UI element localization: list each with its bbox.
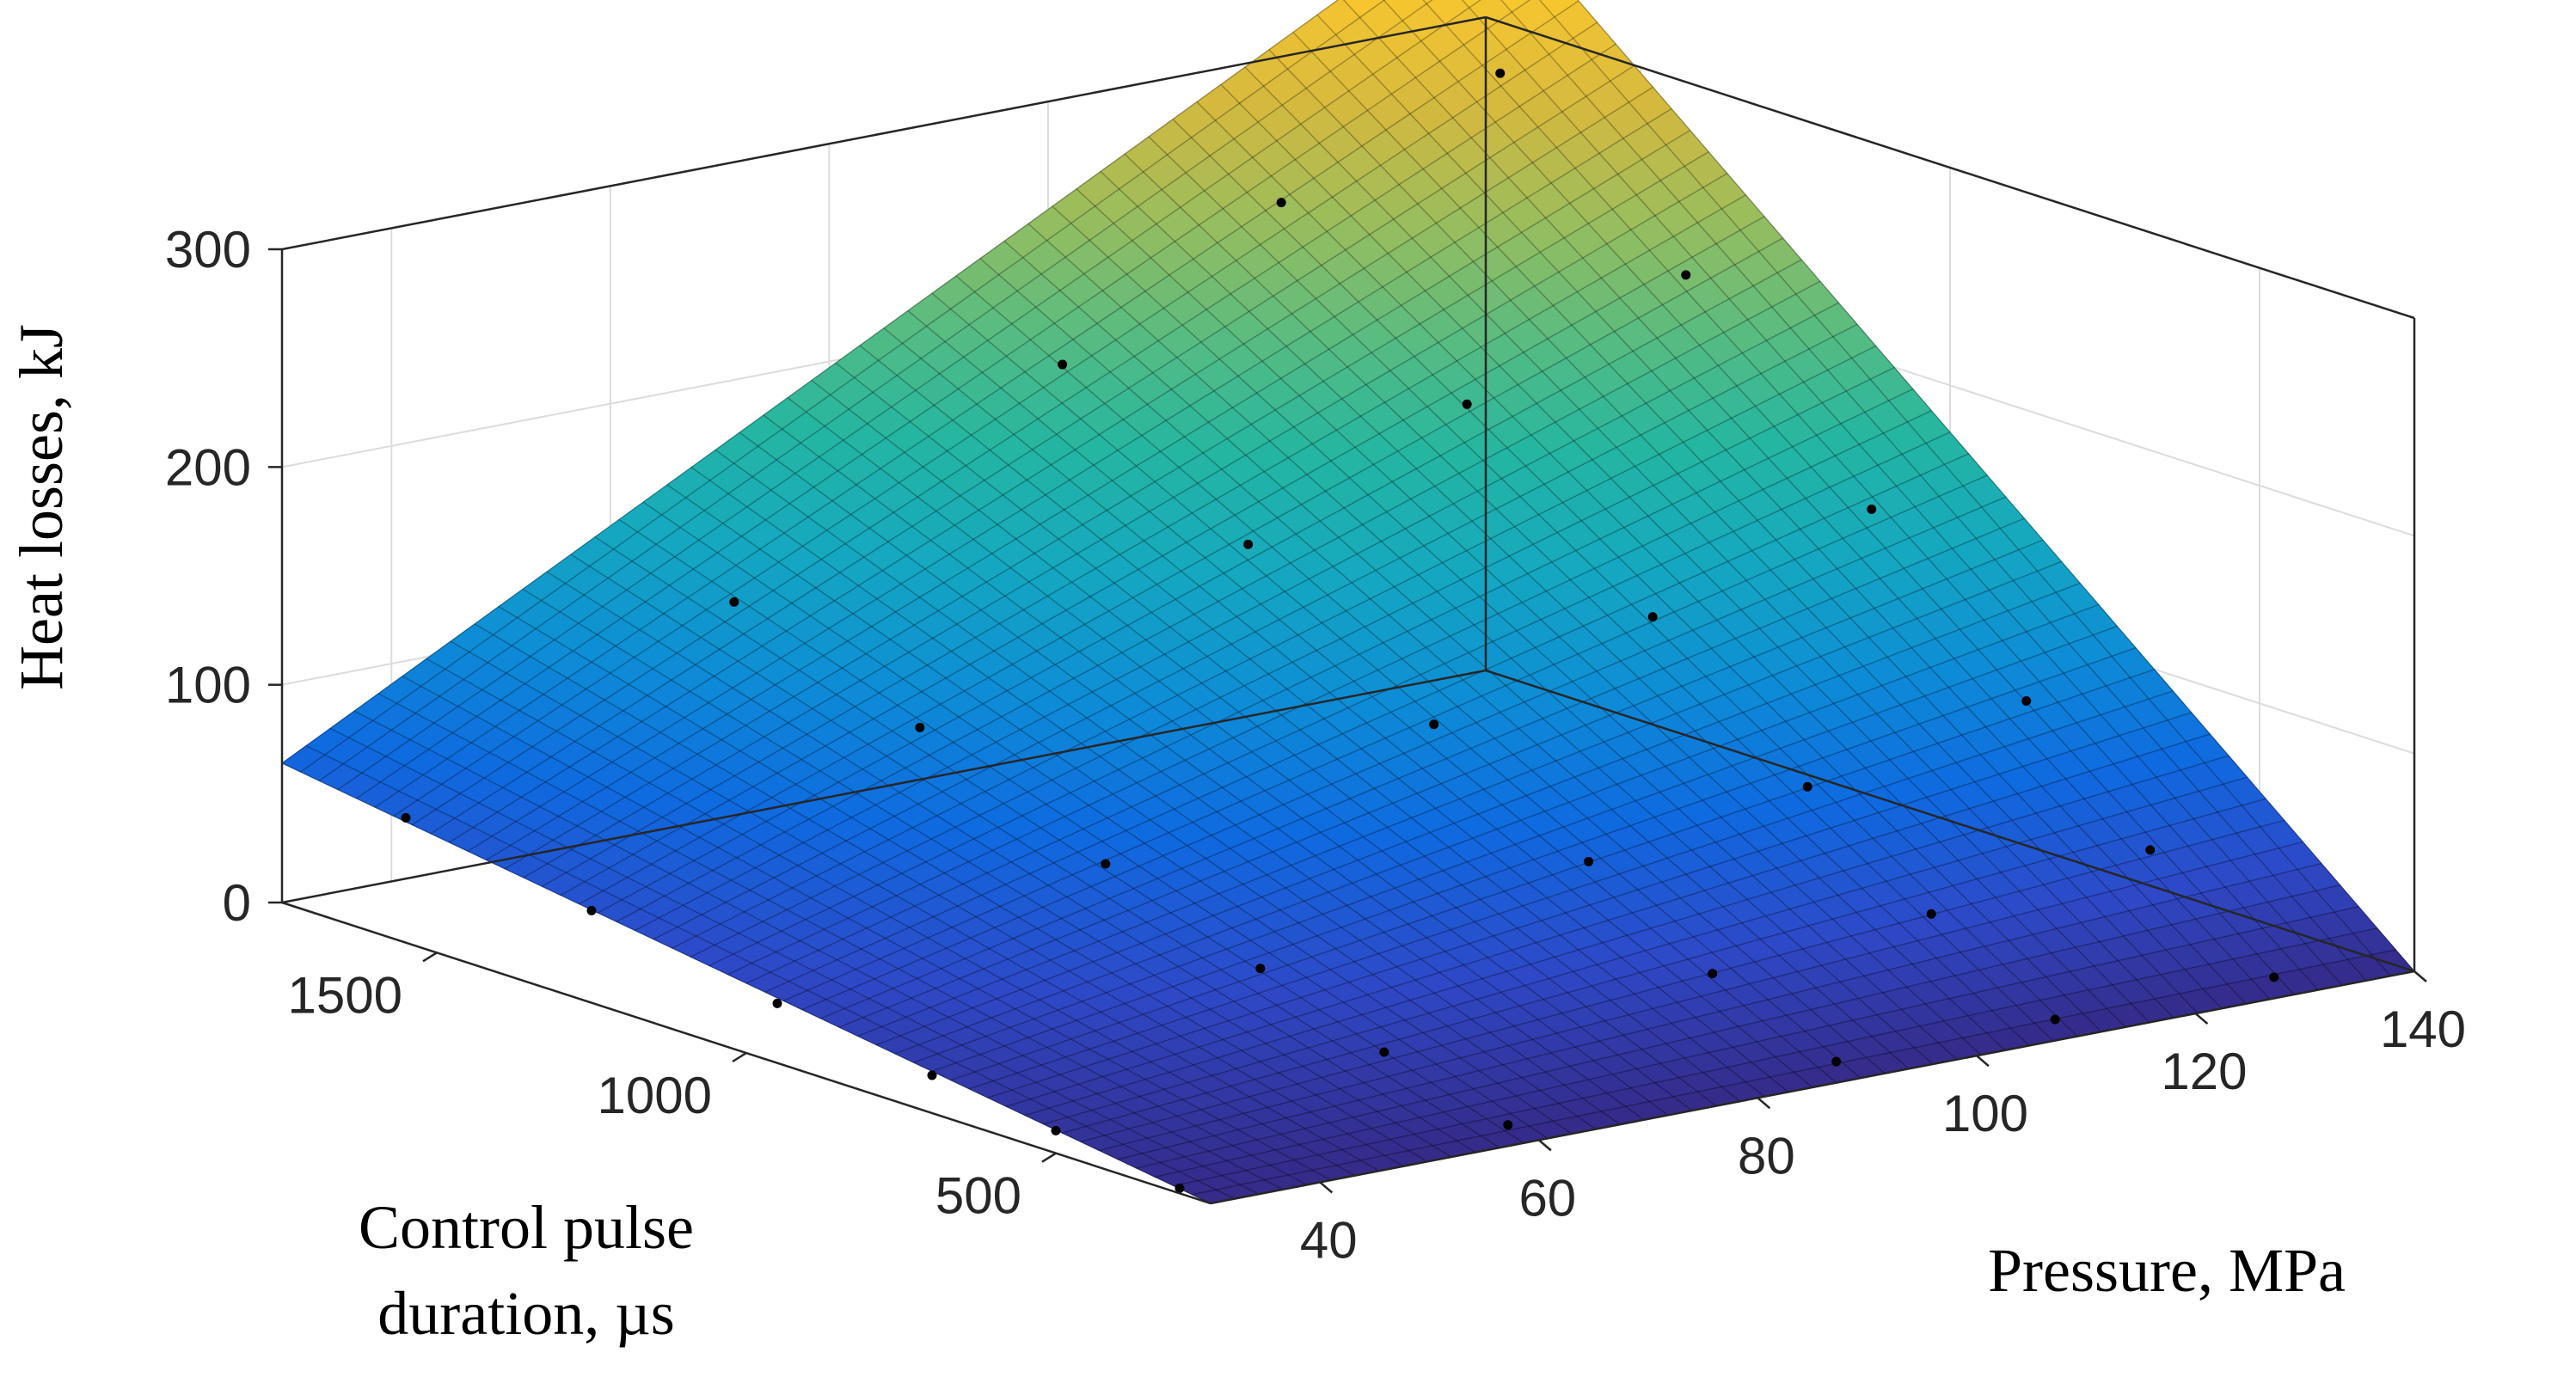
data-point-5: [401, 812, 411, 823]
x-tick-label-1: 60: [1518, 1169, 1576, 1227]
data-point-15: [1429, 719, 1439, 730]
y-tick-label-1: 1000: [598, 1067, 712, 1124]
data-point-1: [1051, 1125, 1061, 1135]
z-tick-label-2: 200: [165, 438, 251, 496]
data-point-6: [1503, 1120, 1513, 1130]
z-tick-label-0: 0: [223, 874, 251, 932]
x-tick-label-4: 120: [2161, 1043, 2247, 1100]
y-tick-label-0: 500: [935, 1167, 1021, 1225]
y-axis-label-line-2: duration, µs: [377, 1279, 674, 1348]
data-point-11: [729, 597, 739, 607]
data-point-23: [1276, 198, 1286, 208]
data-point-4: [586, 905, 597, 915]
data-point-24: [2269, 972, 2279, 982]
data-point-9: [1101, 859, 1111, 869]
data-point-8: [1255, 964, 1266, 974]
z-axis-label: Heat losses, kJ: [7, 324, 76, 690]
data-point-20: [1802, 781, 1812, 792]
data-point-13: [1708, 969, 1718, 979]
data-point-7: [1379, 1047, 1389, 1057]
x-tick-mark-0: [1319, 1181, 1334, 1194]
data-point-27: [1867, 505, 1877, 515]
x-tick-mark-4: [2194, 1013, 2209, 1025]
y-tick-mark-2: [422, 952, 438, 963]
x-tick-label-2: 80: [1738, 1127, 1795, 1184]
x-axis-label: Pressure, MPa: [1988, 1236, 2346, 1305]
x-tick-mark-3: [1976, 1055, 1990, 1068]
x-tick-label-3: 100: [1942, 1085, 2028, 1142]
y-tick-mark-0: [1041, 1152, 1057, 1163]
data-point-26: [2021, 696, 2032, 707]
z-tick-label-3: 300: [165, 221, 251, 278]
data-point-25: [2145, 845, 2156, 855]
surface-patch: [1462, 0, 1481, 9]
data-point-10: [915, 722, 925, 732]
data-point-22: [1462, 399, 1472, 409]
data-point-21: [1647, 612, 1658, 622]
x-tick-mark-5: [2413, 970, 2427, 982]
data-point-17: [1058, 359, 1068, 370]
z-tick-label-1: 100: [165, 657, 251, 714]
x-tick-label-0: 40: [1300, 1211, 1358, 1269]
data-point-2: [927, 1070, 937, 1080]
data-point-12: [1831, 1056, 1842, 1067]
surface-patch: [1422, 0, 1433, 4]
y-tick-mark-1: [732, 1051, 747, 1063]
x-tick-mark-2: [1757, 1097, 1771, 1110]
data-point-28: [1681, 270, 1691, 280]
y-tick-label-2: 1500: [288, 966, 402, 1024]
y-axis-label-line-1: Control pulse: [359, 1193, 694, 1262]
data-point-3: [772, 998, 782, 1008]
data-point-29: [1495, 68, 1506, 78]
surface: [281, 0, 2415, 1204]
data-point-18: [2050, 1014, 2060, 1025]
x-tick-label-5: 140: [2380, 1001, 2466, 1058]
data-point-19: [1926, 909, 1936, 919]
data-point-16: [1243, 539, 1254, 549]
x-tick-mark-1: [1538, 1139, 1552, 1152]
data-point-14: [1584, 856, 1594, 866]
